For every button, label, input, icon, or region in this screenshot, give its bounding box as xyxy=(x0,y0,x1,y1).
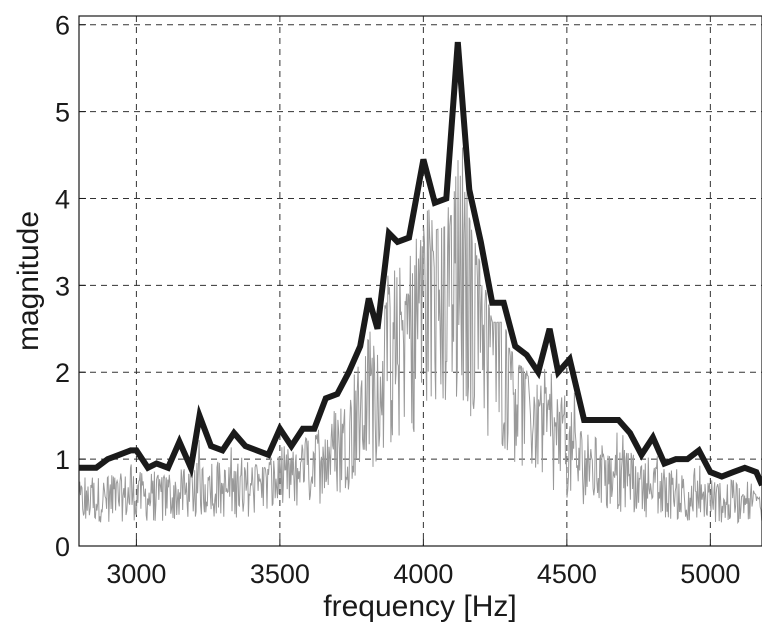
series-area xyxy=(79,41,762,525)
y-tick-label: 2 xyxy=(55,358,70,388)
plot-frame xyxy=(78,15,762,547)
tick-labels: 3000 3500 4000 4500 5000 0 1 2 3 4 5 6 xyxy=(55,11,740,589)
x-tick-label: 3000 xyxy=(106,559,166,589)
y-tick-label: 5 xyxy=(55,98,70,128)
y-tick-label: 1 xyxy=(55,445,70,475)
x-tick-label: 4000 xyxy=(393,559,453,589)
x-axis-label: frequency [Hz] xyxy=(323,590,516,623)
x-tick-label: 5000 xyxy=(680,559,740,589)
y-axis-label: magnitude xyxy=(12,211,45,351)
y-tick-label: 4 xyxy=(55,184,70,214)
x-tick-label: 3500 xyxy=(250,559,310,589)
envelope-line xyxy=(79,41,762,487)
y-tick-label: 3 xyxy=(55,271,70,301)
raw-spectrum-line xyxy=(79,147,762,525)
y-tick-label: 6 xyxy=(55,11,70,41)
y-tick-label: 0 xyxy=(55,532,70,562)
x-tick-label: 4500 xyxy=(537,559,597,589)
